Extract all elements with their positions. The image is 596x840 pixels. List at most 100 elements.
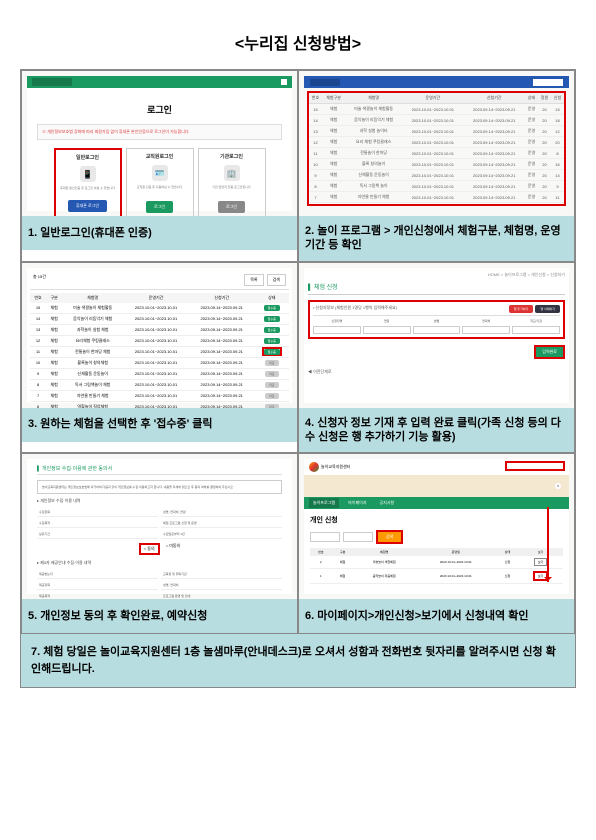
form-input[interactable]: [313, 326, 361, 334]
table-cell: 요리체험 쿠킹클래스: [62, 335, 123, 346]
table-cell: 2023.10.01~2023.10.01: [402, 115, 463, 126]
list-button[interactable]: 목록: [244, 274, 263, 286]
table-cell: 9: [551, 181, 564, 192]
table-row[interactable]: 13체험과학 실험 놀이터2023.10.01~2023.10.012023.0…: [309, 126, 564, 137]
table-cell: 16: [551, 159, 564, 170]
consent-cell: 수집목적: [37, 519, 158, 528]
table-cell: 2023.09.14~2023.09.21: [189, 390, 255, 401]
table-cell: 2023.10.01~2023.10.01: [402, 203, 463, 207]
table-row[interactable]: 9체험신체활동 운동놀이2023.10.01~2023.10.012023.09…: [309, 170, 564, 181]
table-cell: 13: [30, 324, 46, 335]
table-cell: 운영: [525, 192, 538, 203]
login-option-org[interactable]: 기관로그인 🏢 기관 담당자 전용 로그인입니다 로그인: [198, 148, 266, 216]
form-input[interactable]: [512, 326, 560, 334]
table-cell: 체험: [322, 192, 345, 203]
status-badge-open[interactable]: 접수중: [264, 305, 280, 311]
table-header: 운영기간: [402, 93, 463, 104]
table-cell: 2023.10.01~2023.10.01: [123, 346, 189, 357]
table-row[interactable]: 15체험미술 색깔놀이 체험활동2023.10.01~2023.10.01202…: [30, 303, 289, 314]
table-cell: 신청: [497, 569, 519, 584]
table-row[interactable]: 11체험전통놀이 한마당 체험2023.10.01~2023.10.012023…: [30, 346, 289, 357]
table-cell: 7: [309, 192, 322, 203]
table-cell: 미술놀이 색깔체험: [354, 556, 415, 569]
table-row[interactable]: 6체험역할놀이 직업체험2023.10.01~2023.10.012023.09…: [30, 401, 289, 408]
table-header: 보기: [518, 548, 563, 556]
table-cell: 2023.10.01~2023.10.01: [123, 335, 189, 346]
table-cell: 운영: [525, 148, 538, 159]
table-row[interactable]: 7체험자연물 만들기 체험2023.10.01~2023.10.012023.0…: [309, 192, 564, 203]
prev-step-link[interactable]: ◀ 이전단계로: [308, 369, 565, 375]
table-row[interactable]: 12체험요리 체험 쿠킹클래스2023.10.01~2023.10.012023…: [309, 137, 564, 148]
site-logo[interactable]: 놀이교육지원센터: [309, 462, 350, 472]
status-badge-open[interactable]: 접수중: [264, 327, 280, 333]
filter-input[interactable]: [343, 532, 373, 542]
table-row[interactable]: 10체험블록 창의놀이2023.10.01~2023.10.012023.09.…: [309, 159, 564, 170]
consent-cell: 보유기간: [37, 530, 158, 539]
consent-cell: 교육청 및 위탁기관: [161, 570, 282, 579]
table-cell: 체험: [46, 346, 62, 357]
phone-login-button[interactable]: 휴대폰 로그인: [68, 200, 107, 212]
input-complete-button[interactable]: 입력완료: [534, 345, 565, 359]
login-option-staff[interactable]: 교직원로그인 🪪 교직원 인증 후 사용하실 수 있습니다 로그인: [126, 148, 194, 216]
table-cell: 2023.09.14~2023.09.21: [189, 357, 255, 368]
consent-cell: 제공받는자: [37, 570, 158, 579]
screenshot-3: 총 15건 목록 검색 번호구분체험명운영기간신청기간상태 15체험미술 색깔놀…: [22, 263, 297, 408]
table-cell: 보기: [518, 556, 563, 569]
table-cell: 2023.10.01~2023.10.01: [402, 104, 463, 115]
caption-1: 1. 일반로그인(휴대폰 인증): [22, 216, 297, 250]
table-row[interactable]: 6체험역할놀이 직업체험2023.10.01~2023.10.012023.09…: [309, 203, 564, 207]
table-row[interactable]: 14체험음악놀이 리듬악기 체험2023.10.01~2023.10.01202…: [309, 115, 564, 126]
table-cell: 11: [551, 192, 564, 203]
nav-item-mypage[interactable]: 마이페이지: [344, 498, 370, 508]
consent-disagree-radio[interactable]: ○ 미동의: [166, 543, 181, 555]
caption-5: 5. 개인정보 동의 후 확인완료, 예약신청: [22, 599, 297, 633]
table-cell: 음악놀이 리듬악기 체험: [62, 313, 123, 324]
table-row[interactable]: 8체험독서 그림책 놀이2023.10.01~2023.10.012023.09…: [309, 181, 564, 192]
consent-cell: 성명, 연락처, 연령: [161, 508, 282, 517]
table-cell: 체험: [332, 556, 354, 569]
view-button[interactable]: 보기: [534, 558, 548, 566]
add-row-button[interactable]: 행 추가하기: [509, 305, 534, 313]
table-cell: 20: [551, 137, 564, 148]
banner-close-icon[interactable]: ×: [555, 483, 561, 489]
close-icon[interactable]: [281, 79, 287, 85]
table-row[interactable]: 13체험과학놀이 실험 체험2023.10.01~2023.10.012023.…: [30, 324, 289, 335]
form-label: 연락처: [462, 319, 510, 323]
org-login-button[interactable]: 로그인: [218, 201, 245, 213]
table-cell: 20: [538, 126, 551, 137]
nav-item-notice[interactable]: 공지사항: [376, 498, 399, 508]
status-badge-open[interactable]: 접수중: [264, 338, 280, 344]
nav-item-program[interactable]: 놀이프로그램: [309, 498, 339, 508]
table-row[interactable]: 10체험블록놀이 창의체험2023.10.01~2023.10.012023.0…: [30, 357, 289, 368]
table-cell: 독서 그림책 놀이: [345, 181, 402, 192]
table-cell: 체험: [46, 357, 62, 368]
filter-input[interactable]: [310, 532, 340, 542]
table-row[interactable]: 9체험신체활동 운동놀이2023.10.01~2023.10.012023.09…: [30, 368, 289, 379]
table-row[interactable]: 7체험자연물 만들기 체험2023.10.01~2023.10.012023.0…: [30, 390, 289, 401]
table-header: 번호: [309, 93, 322, 104]
search-button[interactable]: 검색: [267, 274, 286, 286]
table-row[interactable]: 12체험요리체험 쿠킹클래스2023.10.01~2023.10.012023.…: [30, 335, 289, 346]
form-input[interactable]: [413, 326, 461, 334]
status-badge-open[interactable]: 접수중: [264, 349, 280, 355]
table-row[interactable]: 8체험독서 그림책놀이 체험2023.10.01~2023.10.012023.…: [30, 379, 289, 390]
table-row[interactable]: 15체험미술 색깔놀이 체험활동2023.10.01~2023.10.01202…: [309, 104, 564, 115]
table-cell: 9: [30, 368, 46, 379]
nav-tab: [310, 79, 340, 86]
table-cell: 2023.10.01~2023.10.01: [415, 569, 497, 584]
consent-section-2-title: ▸ 제3자 제공안내 수집·이용 내역: [37, 560, 282, 566]
status-badge-open[interactable]: 접수중: [264, 316, 280, 322]
table-row[interactable]: 14체험음악놀이 리듬악기 체험2023.10.01~2023.10.01202…: [30, 313, 289, 324]
search-box[interactable]: [533, 79, 563, 86]
consent-agree-radio[interactable]: ○ 동의: [139, 543, 160, 555]
table-cell: 신체활동 운동놀이: [62, 368, 123, 379]
staff-login-button[interactable]: 로그인: [146, 201, 173, 213]
login-option-general[interactable]: 일반로그인 📱 휴대폰 본인인증 후 로그인 하실 수 있습니다 휴대폰 로그인: [54, 148, 122, 216]
table-row[interactable]: 11체험전통놀이 한마당2023.10.01~2023.10.012023.09…: [309, 148, 564, 159]
form-input[interactable]: [462, 326, 510, 334]
table-cell: 14: [551, 170, 564, 181]
table-cell: 과학 실험 놀이터: [345, 126, 402, 137]
delete-row-button[interactable]: 행 삭제하기: [535, 305, 560, 313]
search-button[interactable]: 검색: [376, 530, 403, 544]
form-input[interactable]: [363, 326, 411, 334]
